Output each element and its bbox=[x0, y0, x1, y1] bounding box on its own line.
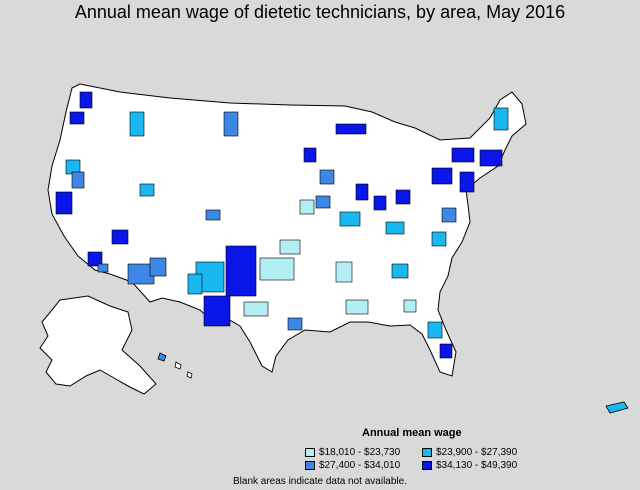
area-florida-south bbox=[439, 343, 453, 359]
legend-swatch-1 bbox=[305, 448, 315, 457]
area-nevada bbox=[111, 229, 129, 245]
legend-label-3: $27,400 - $34,010 bbox=[319, 460, 401, 471]
area-louisiana bbox=[345, 299, 369, 315]
area-minnesota bbox=[303, 147, 317, 163]
area-alabama bbox=[403, 299, 417, 313]
hawaii-island-3 bbox=[186, 371, 193, 379]
area-utah bbox=[139, 183, 155, 197]
legend-label-1: $18,010 - $23,730 bbox=[319, 447, 401, 458]
area-virginia bbox=[441, 207, 457, 223]
area-wisconsin bbox=[319, 169, 335, 185]
area-north-carolina bbox=[431, 231, 447, 247]
footnote: Blank areas indicate data not available. bbox=[232, 476, 407, 487]
area-new-england bbox=[479, 149, 503, 167]
area-kentucky bbox=[385, 221, 405, 235]
legend-label-4: $34,130 - $49,390 bbox=[436, 460, 518, 471]
area-tennessee bbox=[391, 263, 409, 279]
area-new-york bbox=[451, 147, 475, 163]
area-colorado bbox=[205, 209, 221, 221]
map-title: Annual mean wage of dietetic technicians… bbox=[74, 2, 566, 22]
area-arkansas bbox=[335, 261, 353, 283]
area-texas-central bbox=[243, 301, 269, 317]
alaska-outline bbox=[39, 295, 157, 395]
area-texas-el-paso bbox=[203, 295, 231, 327]
area-portland bbox=[69, 111, 85, 125]
puerto-rico bbox=[605, 401, 629, 414]
legend-swatch-3 bbox=[305, 461, 315, 470]
area-indiana bbox=[373, 195, 387, 211]
area-new-jersey bbox=[459, 171, 475, 193]
hawaii-island-2 bbox=[174, 361, 182, 370]
area-florida-north bbox=[427, 321, 443, 339]
area-sacramento bbox=[71, 171, 85, 189]
area-ohio bbox=[395, 189, 411, 205]
area-new-mexico-2 bbox=[187, 273, 203, 295]
legend-item-1: $18,010 - $23,730 bbox=[305, 447, 400, 458]
area-houston bbox=[287, 317, 303, 331]
legend-item-4: $34,130 - $49,390 bbox=[422, 460, 517, 471]
legend-title: Annual mean wage bbox=[362, 427, 462, 439]
area-arizona-2 bbox=[149, 257, 167, 277]
area-san-diego bbox=[97, 263, 109, 273]
area-montana bbox=[223, 111, 239, 137]
area-illinois bbox=[355, 183, 369, 201]
area-pennsylvania bbox=[431, 167, 453, 185]
area-san-francisco bbox=[55, 191, 73, 215]
area-kansas bbox=[279, 239, 301, 255]
hawaii-island bbox=[157, 352, 167, 362]
area-los-angeles bbox=[87, 251, 103, 267]
area-iowa bbox=[315, 195, 331, 209]
area-idaho bbox=[129, 111, 145, 137]
legend-swatch-2 bbox=[422, 448, 432, 457]
legend-label-2: $23,900 - $27,390 bbox=[436, 447, 518, 458]
area-missouri bbox=[339, 211, 361, 227]
area-seattle bbox=[79, 91, 93, 109]
area-michigan-north bbox=[335, 123, 367, 135]
area-maine bbox=[493, 107, 509, 131]
area-texas-panhandle bbox=[225, 245, 257, 297]
area-nebraska bbox=[299, 199, 315, 215]
legend-item-2: $23,900 - $27,390 bbox=[422, 447, 517, 458]
area-oklahoma bbox=[259, 257, 295, 281]
legend-item-3: $27,400 - $34,010 bbox=[305, 460, 400, 471]
legend-swatch-4 bbox=[422, 461, 432, 470]
